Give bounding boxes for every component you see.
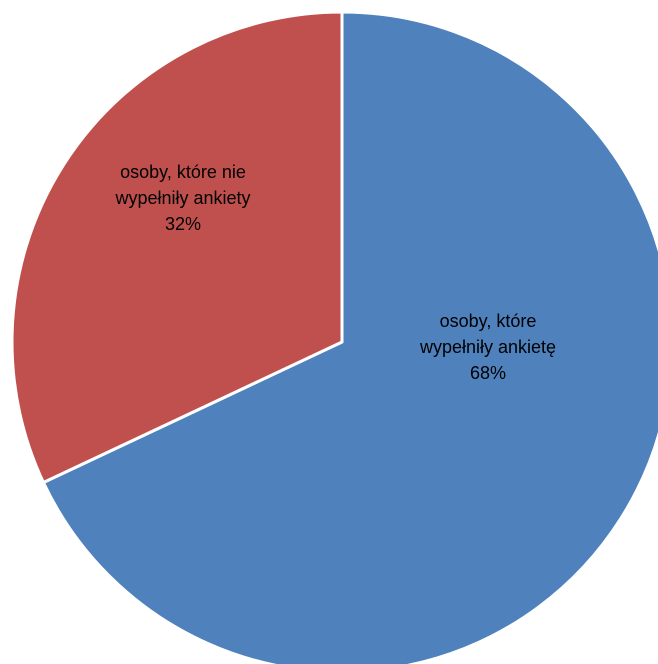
pie-slices xyxy=(10,10,658,664)
slice-category-label: osoby, które nie xyxy=(120,162,246,182)
pie-slice-1 xyxy=(41,10,658,664)
slice-category-label: wypełniły ankiety xyxy=(114,188,250,208)
pie-slice-2 xyxy=(10,10,344,485)
pie-labels: osoby, które wypełniły ankietę 68%osoby, k… xyxy=(114,162,556,383)
slice-category-label: wypełniły ankietę xyxy=(419,337,556,357)
slice-value-label: 68% xyxy=(470,363,506,383)
slice-category-label: osoby, które xyxy=(440,311,537,331)
slice-value-label: 32% xyxy=(165,214,201,234)
pie-slice-label-2: osoby, które nie wypełniły ankiety 32% xyxy=(114,162,250,234)
pie-slice-label-1: osoby, które wypełniły ankietę 68% xyxy=(419,311,556,383)
